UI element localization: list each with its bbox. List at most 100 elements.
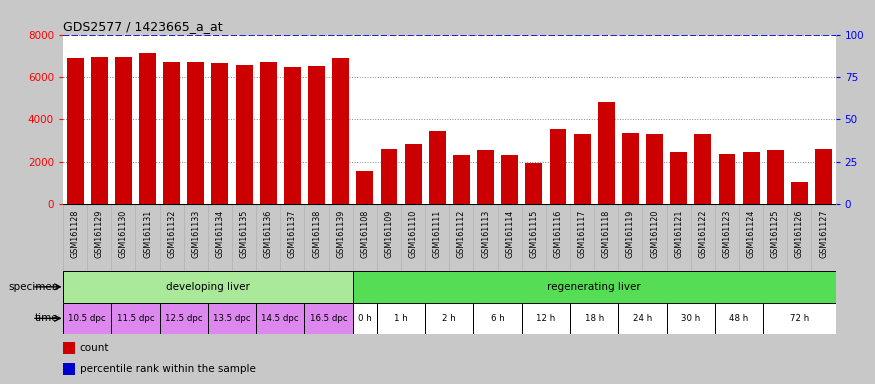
Bar [115,57,132,204]
Bar [111,303,159,334]
Bar [63,303,111,334]
Bar [522,303,570,334]
Bar [139,53,156,204]
Bar [670,152,687,204]
Text: 1 h: 1 h [394,314,408,323]
Text: GSM161113: GSM161113 [481,209,490,258]
Bar [187,62,204,204]
Text: 16.5 dpc: 16.5 dpc [310,314,347,323]
Bar [477,150,494,204]
Text: GSM161132: GSM161132 [167,209,176,258]
Text: GSM161123: GSM161123 [723,209,732,258]
Text: GSM161128: GSM161128 [71,209,80,258]
Text: GSM161137: GSM161137 [288,209,297,258]
Bar [695,134,711,204]
Text: GDS2577 / 1423665_a_at: GDS2577 / 1423665_a_at [63,20,222,33]
Text: GSM161136: GSM161136 [263,209,273,258]
Bar [619,303,667,334]
Text: GSM161112: GSM161112 [457,209,466,258]
Bar [91,57,108,204]
Text: GSM161127: GSM161127 [819,209,828,258]
Text: specimen: specimen [8,282,59,292]
Text: GSM161117: GSM161117 [578,209,586,258]
Text: count: count [80,343,109,353]
Bar [353,303,377,334]
Bar [404,144,422,204]
Text: GSM161115: GSM161115 [529,209,538,258]
Text: GSM161114: GSM161114 [505,209,514,258]
Text: GSM161126: GSM161126 [794,209,804,258]
Text: 18 h: 18 h [584,314,604,323]
Bar [525,163,542,204]
Text: GSM161138: GSM161138 [312,209,321,258]
Bar [377,303,425,334]
Text: 48 h: 48 h [730,314,749,323]
Bar [260,62,276,204]
Bar [304,303,353,334]
Text: GSM161121: GSM161121 [674,209,683,258]
Bar [63,363,75,375]
Bar [63,271,353,303]
Bar [667,303,715,334]
Text: GSM161111: GSM161111 [433,209,442,258]
Text: GSM161108: GSM161108 [360,209,369,258]
Text: 13.5 dpc: 13.5 dpc [214,314,251,323]
Text: 11.5 dpc: 11.5 dpc [116,314,154,323]
Text: 10.5 dpc: 10.5 dpc [68,314,106,323]
Text: GSM161129: GSM161129 [94,209,104,258]
Text: 12.5 dpc: 12.5 dpc [164,314,202,323]
Text: regenerating liver: regenerating liver [547,282,641,292]
Bar [256,303,304,334]
Bar [429,131,445,204]
Text: GSM161116: GSM161116 [554,209,563,258]
Bar [66,58,83,204]
Bar [570,303,619,334]
Bar [574,134,591,204]
Text: GSM161125: GSM161125 [771,209,780,258]
Bar [453,155,470,204]
Text: 6 h: 6 h [491,314,505,323]
Bar [763,303,836,334]
Text: 0 h: 0 h [358,314,372,323]
Text: GSM161120: GSM161120 [650,209,659,258]
Text: GSM161122: GSM161122 [698,209,707,258]
Text: 30 h: 30 h [681,314,700,323]
Bar [208,303,256,334]
Bar [501,155,518,204]
Bar [212,63,228,204]
Text: time: time [35,313,59,323]
Bar [425,303,473,334]
Text: GSM161134: GSM161134 [215,209,225,258]
Bar [550,129,566,204]
Text: GSM161124: GSM161124 [746,209,756,258]
Text: percentile rank within the sample: percentile rank within the sample [80,364,256,374]
Text: 12 h: 12 h [536,314,556,323]
Text: GSM161119: GSM161119 [626,209,635,258]
Bar [159,303,208,334]
Text: developing liver: developing liver [166,282,249,292]
Bar [766,150,784,204]
Text: GSM161118: GSM161118 [602,209,611,258]
Text: GSM161110: GSM161110 [409,209,417,258]
Bar [598,102,615,204]
Bar [284,67,301,204]
Text: GSM161133: GSM161133 [192,209,200,258]
Text: GSM161131: GSM161131 [143,209,152,258]
Bar [816,149,832,204]
Bar [622,133,639,204]
Bar [381,149,397,204]
Bar [646,134,663,204]
Bar [715,303,763,334]
Bar [718,154,735,204]
Bar [235,65,253,204]
Text: GSM161135: GSM161135 [240,209,248,258]
Bar [164,62,180,204]
Text: 72 h: 72 h [790,314,809,323]
Bar [356,171,374,204]
Text: GSM161139: GSM161139 [336,209,345,258]
Text: GSM161109: GSM161109 [384,209,394,258]
Bar [353,271,836,303]
Bar [473,303,522,334]
Bar [308,66,325,204]
Bar [791,182,808,204]
